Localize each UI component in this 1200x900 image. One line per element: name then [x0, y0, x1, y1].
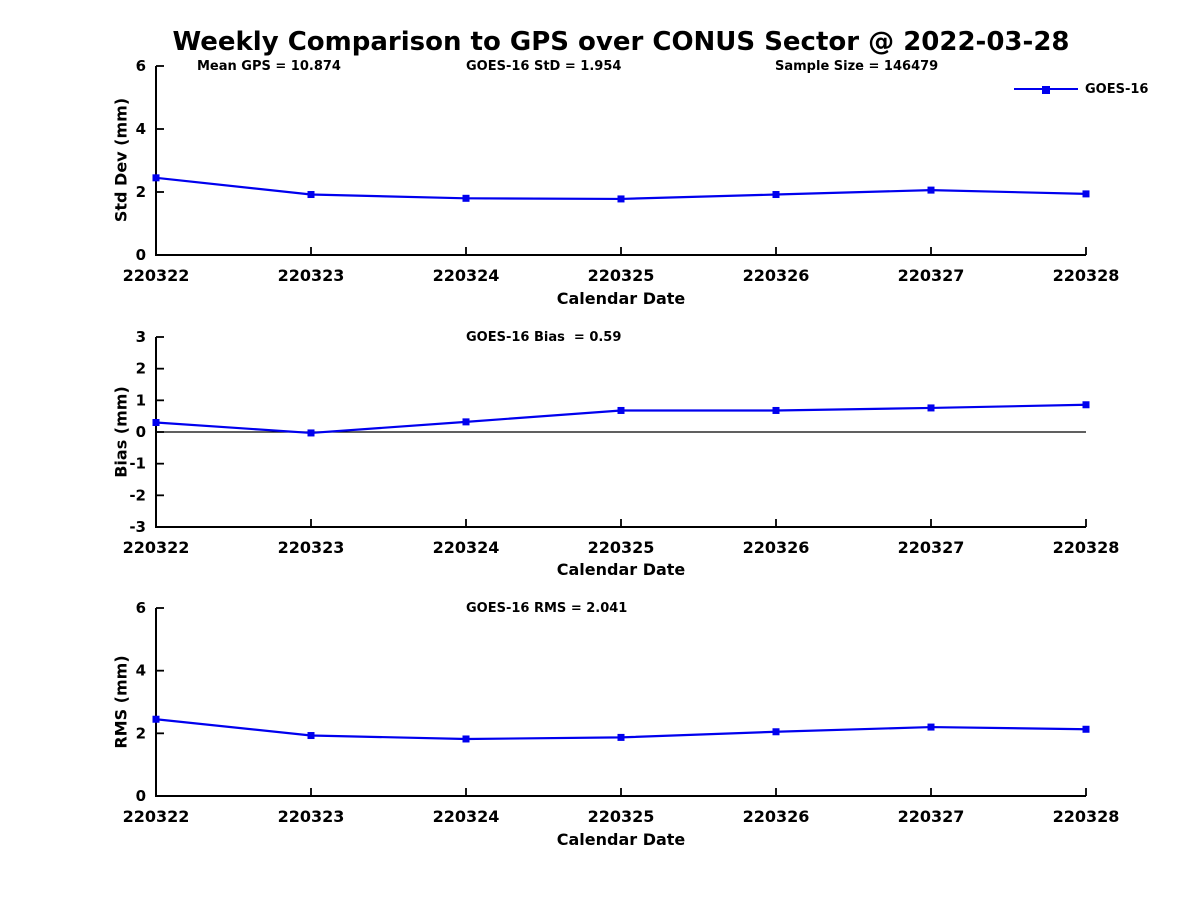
x-axis-label-plot2: Calendar Date [556, 560, 686, 579]
data-point-marker [772, 406, 780, 414]
x-tick-label: 220323 [278, 807, 345, 826]
legend-label: GOES-16 [1085, 81, 1149, 97]
x-tick-label: 220323 [278, 266, 345, 285]
data-point-marker [152, 419, 160, 426]
data-point-marker [617, 733, 625, 741]
x-tick-label: 220328 [1053, 538, 1120, 557]
x-tick-label: 220324 [433, 807, 500, 826]
axis-spine [155, 608, 1086, 797]
x-axis-label-plot3: Calendar Date [556, 830, 686, 849]
legend: GOES-16 [1014, 80, 1148, 98]
y-tick-label: 0 [136, 787, 146, 805]
x-tick-label: 220327 [898, 807, 965, 826]
x-tick-label: 220322 [123, 266, 190, 285]
goes16-bias-annotation: GOES-16 Bias = 0.59 [466, 330, 622, 345]
data-point-marker [152, 715, 160, 723]
y-tick-label: 2 [136, 183, 146, 201]
subplot-1: 0 2 4 6 220322 220323 220324 220325 220326 220327… [123, 57, 1120, 285]
x-tick-label: 220328 [1053, 266, 1120, 285]
x-tick-label: 220324 [433, 266, 500, 285]
mean-gps-annotation: Mean GPS = 10.874 [197, 59, 341, 74]
x-tick-label: 220328 [1053, 807, 1120, 826]
x-tick-label: 220322 [123, 538, 190, 557]
data-point-marker [462, 194, 470, 202]
y-tick-label: 6 [136, 57, 146, 75]
y-tick-label: 4 [136, 120, 146, 138]
y-tick-label: -2 [129, 486, 146, 504]
data-point-marker [927, 723, 935, 731]
x-tick-label: 220326 [743, 538, 810, 557]
y-tick-label: -1 [129, 455, 146, 473]
legend-square-marker-icon [1042, 86, 1050, 94]
x-tick-label: 220325 [588, 538, 655, 557]
x-tick-label: 220322 [123, 807, 190, 826]
x-tick-label: 220325 [588, 807, 655, 826]
sample-size-annotation: Sample Size = 146479 [775, 59, 939, 74]
data-point-marker [1082, 725, 1090, 733]
data-point-marker [772, 728, 780, 736]
y-axis-label-stddev: Std Dev (mm) [111, 97, 131, 223]
chart-title: Weekly Comparison to GPS over CONUS Sect… [172, 27, 1070, 57]
goes16-std-annotation: GOES-16 StD = 1.954 [466, 59, 622, 74]
subplot-3: 0 2 4 6 220322 220323 220324 220325 220326 220327… [123, 599, 1120, 826]
y-tick-label: -3 [129, 518, 146, 536]
y-tick-label: 4 [136, 662, 146, 680]
y-tick-label: 2 [136, 360, 146, 378]
y-axis-label-bias: Bias (mm) [111, 386, 131, 478]
goes16-rms-annotation: GOES-16 RMS = 2.041 [466, 601, 628, 616]
y-tick-label: 1 [136, 391, 146, 409]
y-axis-label-rms: RMS (mm) [111, 655, 131, 749]
y-tick-label: 2 [136, 724, 146, 742]
x-tick-label: 220323 [278, 538, 345, 557]
data-point-marker [772, 191, 780, 199]
y-tick-label: 0 [136, 246, 146, 264]
data-point-marker [462, 735, 470, 743]
data-point-marker [307, 429, 315, 437]
data-point-marker [617, 406, 625, 414]
x-axis-label-plot1: Calendar Date [556, 289, 686, 308]
data-point-marker [307, 732, 315, 740]
x-tick-label: 220327 [898, 538, 965, 557]
data-point-marker [1082, 190, 1090, 198]
data-point-marker [927, 404, 935, 412]
data-point-marker [1082, 401, 1090, 409]
legend-line-sample [1014, 86, 1078, 94]
x-tick-label: 220326 [743, 266, 810, 285]
x-tick-label: 220326 [743, 807, 810, 826]
axis-spine [155, 66, 1086, 256]
x-tick-label: 220324 [433, 538, 500, 557]
x-tick-label: 220327 [898, 266, 965, 285]
y-tick-label: 3 [136, 328, 146, 346]
data-point-marker [617, 195, 625, 203]
subplot-2: -3 -2 -1 0 1 2 3 220322 220323 220324 220325 220326… [123, 328, 1120, 557]
y-tick-label: 0 [136, 423, 146, 441]
data-point-marker [927, 186, 935, 194]
data-point-marker [152, 174, 160, 182]
x-tick-label: 220325 [588, 266, 655, 285]
data-point-marker [462, 418, 470, 426]
y-tick-label: 6 [136, 599, 146, 617]
data-point-marker [307, 191, 315, 199]
